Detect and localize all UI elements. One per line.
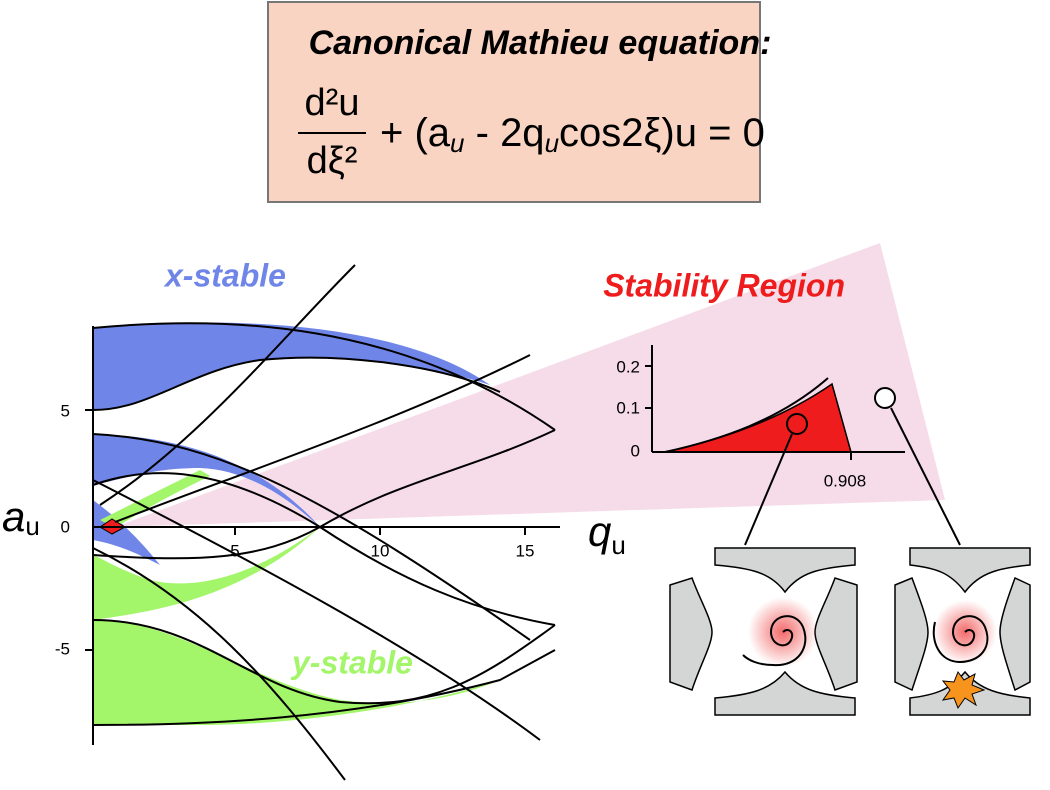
boundary-curve — [92, 479, 541, 741]
eq-part: + (a — [380, 111, 451, 155]
shape — [814, 577, 858, 691]
ticks — [85, 409, 526, 651]
y-label-sub: u — [25, 511, 39, 541]
shape — [932, 615, 989, 664]
pointer — [744, 433, 793, 546]
y-tick-label: -5 — [55, 639, 70, 658]
y-label: a — [2, 493, 25, 540]
marker — [786, 413, 808, 435]
region-label: x-stable — [163, 257, 286, 293]
marker — [874, 387, 896, 409]
boundary-curve — [92, 619, 556, 705]
eq-sub: u — [450, 128, 464, 158]
numerator: d²u — [305, 82, 360, 124]
shape — [742, 615, 807, 667]
shape — [669, 577, 713, 691]
inset-x-tick-label: 0.908 — [824, 471, 867, 490]
inset-y-tick-label: 0.2 — [616, 357, 640, 376]
pointer — [890, 407, 961, 546]
shape — [645, 365, 852, 460]
boundary-curve — [99, 264, 356, 506]
boundary-curve — [92, 433, 531, 641]
shape — [894, 577, 929, 692]
region-label: y-stable — [290, 644, 413, 680]
y-stable-region — [93, 527, 320, 620]
inset-y-tick-label: 0 — [631, 441, 640, 460]
boundary-curve — [92, 322, 556, 431]
eq-part: cos2ξ)u = 0 — [559, 111, 765, 155]
y-stable-region — [100, 470, 210, 528]
shape — [714, 670, 856, 716]
x-tick-label: 10 — [371, 541, 390, 560]
boundary-curve — [92, 356, 501, 411]
denominator: dξ² — [307, 140, 358, 182]
zoom-wedge — [115, 243, 945, 527]
eq-sub: u — [545, 128, 559, 158]
title: Canonical Mathieu equation: — [309, 24, 772, 62]
y-stable-region — [93, 620, 500, 725]
x-stable-region — [93, 434, 320, 527]
y-tick-label: 5 — [61, 401, 70, 420]
shape — [714, 547, 856, 594]
shape — [909, 547, 1031, 594]
y-tick-label: 0 — [61, 517, 70, 536]
y-axis-label: au — [2, 493, 40, 541]
collision — [941, 670, 986, 710]
trap-stable — [669, 547, 858, 716]
inset: Stability Region 0.2 0.1 0 0.908 — [603, 267, 961, 546]
equation: + (au - 2qucos2ξ)u = 0 — [380, 111, 765, 158]
shape — [999, 576, 1031, 692]
boundary-curve — [92, 649, 556, 726]
inset-title: Stability Region — [603, 267, 845, 303]
boundary-curve — [92, 547, 346, 781]
equation-box — [267, 1, 761, 203]
boundary-curve — [114, 354, 531, 523]
x-tick-label: 15 — [516, 541, 535, 560]
inset-curve — [664, 377, 829, 453]
eq-part: - 2q — [465, 111, 545, 155]
inset-y-tick-label: 0.1 — [616, 398, 640, 417]
trap-unstable — [894, 547, 1031, 716]
x-label: q — [588, 508, 612, 555]
x-stable-region — [93, 322, 490, 410]
stability-diagram: 5 10 15 5 0 -5 au qu x-stable y-stable — [2, 257, 626, 781]
x-label-sub: u — [611, 530, 625, 560]
x-tick-label: 5 — [230, 541, 239, 560]
x-axis-label: qu — [588, 508, 626, 560]
